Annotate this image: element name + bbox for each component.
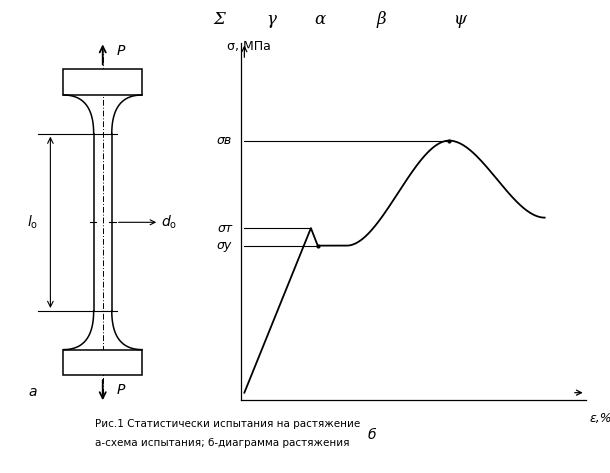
Bar [63,69,142,95]
Text: σу: σу [217,239,232,252]
Text: σв: σв [217,134,232,147]
Text: а-схема испытания; б-диаграмма растяжения: а-схема испытания; б-диаграмма растяжени… [95,438,349,447]
Text: ψ: ψ [454,11,467,28]
Text: $P$: $P$ [116,44,126,58]
Text: б: б [368,429,376,442]
Text: α: α [315,11,326,28]
Text: $P$: $P$ [116,383,126,397]
Text: σ, МПа: σ, МПа [227,40,271,53]
Text: σт: σт [217,222,232,235]
Text: а: а [28,385,37,399]
Text: γ: γ [267,11,276,28]
Bar [63,350,142,376]
Text: $l_{\rm o}$: $l_{\rm o}$ [27,214,38,231]
Text: ε,%: ε,% [589,412,610,425]
Text: Σ: Σ [214,11,226,28]
Text: Рис.1 Статистически испытания на растяжение: Рис.1 Статистически испытания на растяже… [95,419,360,429]
Text: β: β [376,11,386,28]
Text: $d_{\rm o}$: $d_{\rm o}$ [161,214,178,231]
